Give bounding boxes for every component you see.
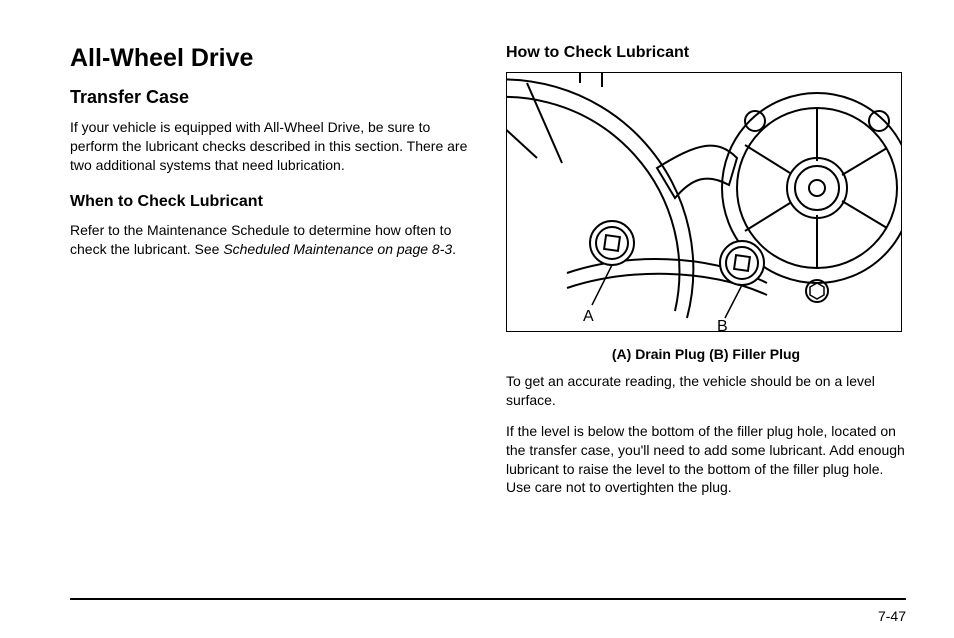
transfer-case-heading: Transfer Case (70, 87, 470, 108)
right-column: How to Check Lubricant (506, 44, 906, 509)
when-to-check-text-b: . (452, 241, 456, 257)
footer-rule (70, 598, 906, 600)
transfer-case-diagram: A B (506, 72, 902, 332)
when-to-check-body: Refer to the Maintenance Schedule to det… (70, 221, 470, 259)
how-to-check-body2: If the level is below the bottom of the … (506, 422, 906, 498)
filler-plug-b (720, 241, 764, 285)
when-to-check-heading: When to Check Lubricant (70, 193, 470, 211)
manual-page: All-Wheel Drive Transfer Case If your ve… (0, 0, 954, 638)
two-column-layout: All-Wheel Drive Transfer Case If your ve… (70, 44, 906, 509)
page-number: 7-47 (878, 608, 906, 624)
transfer-case-svg: A B (507, 73, 902, 332)
diagram-label-a: A (583, 308, 594, 325)
how-to-check-heading: How to Check Lubricant (506, 44, 906, 62)
diagram-caption: (A) Drain Plug (B) Filler Plug (506, 346, 906, 362)
how-to-check-body1: To get an accurate reading, the vehicle … (506, 372, 906, 410)
page-title: All-Wheel Drive (70, 44, 470, 73)
diagram-label-b: B (717, 318, 728, 332)
left-column: All-Wheel Drive Transfer Case If your ve… (70, 44, 470, 509)
drain-plug-a (590, 221, 634, 265)
transfer-case-body: If your vehicle is equipped with All-Whe… (70, 118, 470, 175)
scheduled-maintenance-reference: Scheduled Maintenance on page 8-3 (223, 241, 452, 257)
